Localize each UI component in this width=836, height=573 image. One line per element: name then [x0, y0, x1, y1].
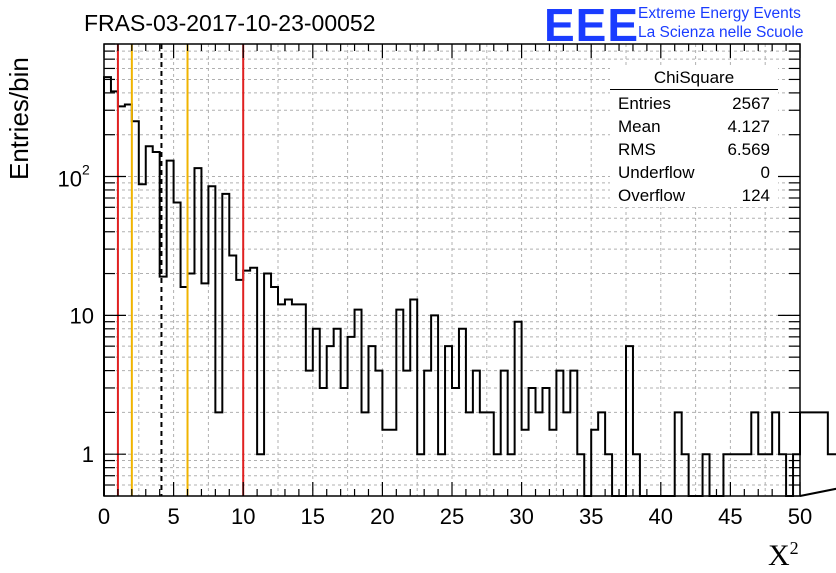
stats-row-entries: Entries 2567	[610, 92, 778, 115]
x-axis-label-superscript: 2	[789, 538, 799, 558]
y-axis-label: Entries/bin	[4, 57, 34, 180]
x-tick-label: 50	[788, 504, 812, 529]
stats-label: Entries	[618, 94, 671, 113]
chart-title: FRAS-03-2017-10-23-00052	[84, 10, 376, 36]
stats-value: 2567	[732, 94, 770, 113]
logo-caption: Extreme Energy Events La Scienza nelle S…	[638, 4, 803, 42]
stats-label: Underflow	[618, 163, 695, 182]
stats-box-title: ChiSquare	[610, 68, 778, 90]
x-tick-label: 5	[167, 504, 179, 529]
histogram-series-line	[103, 76, 836, 497]
stats-row-rms: RMS 6.569	[610, 138, 778, 161]
x-axis-label-base: X	[768, 539, 790, 572]
x-tick-label: 0	[98, 504, 110, 529]
stats-value: 6.569	[727, 140, 770, 159]
x-tick-label: 25	[440, 504, 464, 529]
x-tick-label: 20	[370, 504, 394, 529]
stats-label: RMS	[618, 140, 656, 159]
logo-mark: EEE	[544, 0, 640, 51]
logo-line-1: Extreme Energy Events	[638, 5, 801, 22]
stats-box: ChiSquare Entries 2567 Mean 4.127 RMS 6.569…	[610, 68, 778, 207]
x-tick-label: 10	[231, 504, 255, 529]
stats-label: Overflow	[618, 186, 686, 205]
x-tick-label: 15	[301, 504, 325, 529]
y-tick-label: 10	[58, 166, 82, 191]
stats-value: 0	[760, 163, 770, 182]
stats-value: 4.127	[727, 117, 770, 136]
x-tick-label: 30	[509, 504, 533, 529]
logo-line-2: La Scienza nelle Scuole	[638, 24, 804, 41]
stats-value: 124	[741, 186, 770, 205]
y-tick-label: 1	[82, 442, 94, 467]
stats-label: Mean	[618, 117, 661, 136]
eee-logo: EEE Extreme Energy Events La Scienza nel…	[544, 0, 803, 51]
y-tick-label-exponent: 2	[82, 161, 90, 177]
x-tick-label: 35	[579, 504, 603, 529]
x-axis-label: X2	[768, 538, 799, 573]
x-tick-label: 40	[649, 504, 673, 529]
x-tick-label: 45	[718, 504, 742, 529]
stats-row-underflow: Underflow 0	[610, 161, 778, 184]
stats-row-overflow: Overflow 124	[610, 184, 778, 207]
y-tick-label: 10	[70, 303, 94, 328]
stats-row-mean: Mean 4.127	[610, 115, 778, 138]
